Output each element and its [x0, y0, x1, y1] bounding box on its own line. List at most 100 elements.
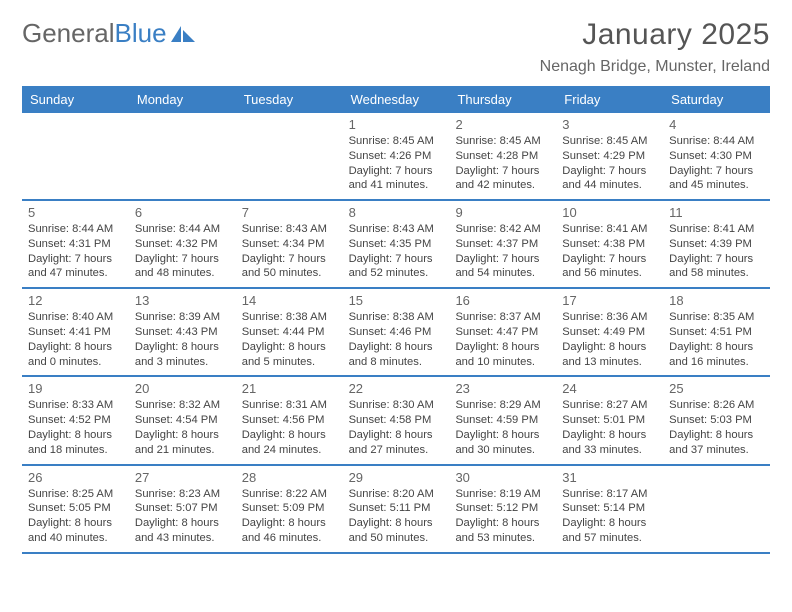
day-info: Sunrise: 8:19 AMSunset: 5:12 PMDaylight:…	[455, 487, 550, 546]
calendar-day: 10 Sunrise: 8:41 AMSunset: 4:38 PMDayligh…	[556, 201, 663, 287]
daylight-line: Daylight: 8 hours and 53 minutes.	[455, 516, 550, 546]
sunset-line: Sunset: 5:07 PM	[135, 501, 230, 516]
sunset-line: Sunset: 5:03 PM	[669, 413, 764, 428]
day-info: Sunrise: 8:44 AMSunset: 4:32 PMDaylight:…	[135, 222, 230, 281]
day-info: Sunrise: 8:41 AMSunset: 4:39 PMDaylight:…	[669, 222, 764, 281]
day-number: 9	[455, 205, 550, 220]
day-number: 15	[349, 293, 444, 308]
day-number: 12	[28, 293, 123, 308]
calendar-week: 26Sunrise: 8:25 AMSunset: 5:05 PMDayligh…	[22, 466, 770, 554]
day-info: Sunrise: 8:22 AMSunset: 5:09 PMDaylight:…	[242, 487, 337, 546]
sunrise-line: Sunrise: 8:29 AM	[455, 398, 550, 413]
calendar-day: 29Sunrise: 8:20 AMSunset: 5:11 PMDayligh…	[343, 466, 450, 552]
sunset-line: Sunset: 4:29 PM	[562, 149, 657, 164]
sunrise-line: Sunrise: 8:41 AM	[669, 222, 764, 237]
weekday-header: Wednesday	[343, 86, 450, 113]
sunset-line: Sunset: 4:38 PM	[562, 237, 657, 252]
daylight-line: Daylight: 8 hours and 18 minutes.	[28, 428, 123, 458]
sunrise-line: Sunrise: 8:45 AM	[562, 134, 657, 149]
daylight-line: Daylight: 8 hours and 3 minutes.	[135, 340, 230, 370]
calendar: SundayMondayTuesdayWednesdayThursdayFrid…	[22, 86, 770, 554]
sunrise-line: Sunrise: 8:45 AM	[349, 134, 444, 149]
day-info: Sunrise: 8:36 AMSunset: 4:49 PMDaylight:…	[562, 310, 657, 369]
day-info: Sunrise: 8:45 AMSunset: 4:26 PMDaylight:…	[349, 134, 444, 193]
calendar-day: 6Sunrise: 8:44 AMSunset: 4:32 PMDaylight…	[129, 201, 236, 287]
day-info: Sunrise: 8:30 AMSunset: 4:58 PMDaylight:…	[349, 398, 444, 457]
sunset-line: Sunset: 5:11 PM	[349, 501, 444, 516]
day-number: 23	[455, 381, 550, 396]
header: GeneralBlue January 2025 Nenagh Bridge, …	[22, 18, 770, 76]
day-info: Sunrise: 8:23 AMSunset: 5:07 PMDaylight:…	[135, 487, 230, 546]
day-number: 13	[135, 293, 230, 308]
calendar-day: 5Sunrise: 8:44 AMSunset: 4:31 PMDaylight…	[22, 201, 129, 287]
daylight-line: Daylight: 7 hours and 45 minutes.	[669, 164, 764, 194]
daylight-line: Daylight: 8 hours and 8 minutes.	[349, 340, 444, 370]
daylight-line: Daylight: 7 hours and 58 minutes.	[669, 252, 764, 282]
daylight-line: Daylight: 7 hours and 54 minutes.	[455, 252, 550, 282]
calendar-day: 18Sunrise: 8:35 AMSunset: 4:51 PMDayligh…	[663, 289, 770, 375]
sunset-line: Sunset: 4:35 PM	[349, 237, 444, 252]
sunset-line: Sunset: 4:26 PM	[349, 149, 444, 164]
daylight-line: Daylight: 8 hours and 0 minutes.	[28, 340, 123, 370]
day-info: Sunrise: 8:37 AMSunset: 4:47 PMDaylight:…	[455, 310, 550, 369]
calendar-day: 3Sunrise: 8:45 AMSunset: 4:29 PMDaylight…	[556, 113, 663, 199]
sunset-line: Sunset: 4:31 PM	[28, 237, 123, 252]
weekday-header: Monday	[129, 86, 236, 113]
calendar-week: 12Sunrise: 8:40 AMSunset: 4:41 PMDayligh…	[22, 289, 770, 377]
sunrise-line: Sunrise: 8:37 AM	[455, 310, 550, 325]
sunrise-line: Sunrise: 8:25 AM	[28, 487, 123, 502]
weekday-header: Sunday	[22, 86, 129, 113]
day-number: 29	[349, 470, 444, 485]
calendar-day: 27Sunrise: 8:23 AMSunset: 5:07 PMDayligh…	[129, 466, 236, 552]
day-number: 21	[242, 381, 337, 396]
day-info: Sunrise: 8:32 AMSunset: 4:54 PMDaylight:…	[135, 398, 230, 457]
sunset-line: Sunset: 4:37 PM	[455, 237, 550, 252]
day-info: Sunrise: 8:29 AMSunset: 4:59 PMDaylight:…	[455, 398, 550, 457]
brand-first: General	[22, 18, 115, 49]
day-number: 2	[455, 117, 550, 132]
day-info: Sunrise: 8:17 AMSunset: 5:14 PMDaylight:…	[562, 487, 657, 546]
daylight-line: Daylight: 7 hours and 48 minutes.	[135, 252, 230, 282]
sunset-line: Sunset: 5:14 PM	[562, 501, 657, 516]
sunset-line: Sunset: 4:32 PM	[135, 237, 230, 252]
sunset-line: Sunset: 4:34 PM	[242, 237, 337, 252]
sunset-line: Sunset: 4:51 PM	[669, 325, 764, 340]
daylight-line: Daylight: 8 hours and 30 minutes.	[455, 428, 550, 458]
sunrise-line: Sunrise: 8:38 AM	[349, 310, 444, 325]
month-title: January 2025	[540, 18, 770, 52]
calendar-day: 20Sunrise: 8:32 AMSunset: 4:54 PMDayligh…	[129, 377, 236, 463]
sunrise-line: Sunrise: 8:36 AM	[562, 310, 657, 325]
sunset-line: Sunset: 4:52 PM	[28, 413, 123, 428]
sunset-line: Sunset: 4:58 PM	[349, 413, 444, 428]
day-info: Sunrise: 8:41 AMSunset: 4:38 PMDaylight:…	[562, 222, 657, 281]
day-info: Sunrise: 8:25 AMSunset: 5:05 PMDaylight:…	[28, 487, 123, 546]
day-info: Sunrise: 8:38 AMSunset: 4:46 PMDaylight:…	[349, 310, 444, 369]
daylight-line: Daylight: 8 hours and 33 minutes.	[562, 428, 657, 458]
calendar-day: 15 Sunrise: 8:38 AMSunset: 4:46 PMDayligh…	[343, 289, 450, 375]
sunrise-line: Sunrise: 8:20 AM	[349, 487, 444, 502]
sunrise-line: Sunrise: 8:23 AM	[135, 487, 230, 502]
sunset-line: Sunset: 5:05 PM	[28, 501, 123, 516]
sunrise-line: Sunrise: 8:31 AM	[242, 398, 337, 413]
day-number: 1	[349, 117, 444, 132]
calendar-day: 13Sunrise: 8:39 AMSunset: 4:43 PMDayligh…	[129, 289, 236, 375]
day-number: 25	[669, 381, 764, 396]
calendar-day: 7Sunrise: 8:43 AMSunset: 4:34 PMDaylight…	[236, 201, 343, 287]
calendar-day-blank	[236, 113, 343, 199]
calendar-day: 25Sunrise: 8:26 AMSunset: 5:03 PMDayligh…	[663, 377, 770, 463]
daylight-line: Daylight: 8 hours and 57 minutes.	[562, 516, 657, 546]
day-info: Sunrise: 8:27 AMSunset: 5:01 PMDaylight:…	[562, 398, 657, 457]
day-info: Sunrise: 8:38 AMSunset: 4:44 PMDaylight:…	[242, 310, 337, 369]
calendar-day-blank	[129, 113, 236, 199]
day-number: 10	[562, 205, 657, 220]
day-number: 19	[28, 381, 123, 396]
brand-second: Blue	[115, 18, 167, 49]
day-number: 24	[562, 381, 657, 396]
sunrise-line: Sunrise: 8:26 AM	[669, 398, 764, 413]
calendar-day: 21Sunrise: 8:31 AMSunset: 4:56 PMDayligh…	[236, 377, 343, 463]
sunset-line: Sunset: 4:41 PM	[28, 325, 123, 340]
day-info: Sunrise: 8:45 AMSunset: 4:29 PMDaylight:…	[562, 134, 657, 193]
calendar-day: 22Sunrise: 8:30 AMSunset: 4:58 PMDayligh…	[343, 377, 450, 463]
day-info: Sunrise: 8:43 AMSunset: 4:35 PMDaylight:…	[349, 222, 444, 281]
calendar-day: 26Sunrise: 8:25 AMSunset: 5:05 PMDayligh…	[22, 466, 129, 552]
